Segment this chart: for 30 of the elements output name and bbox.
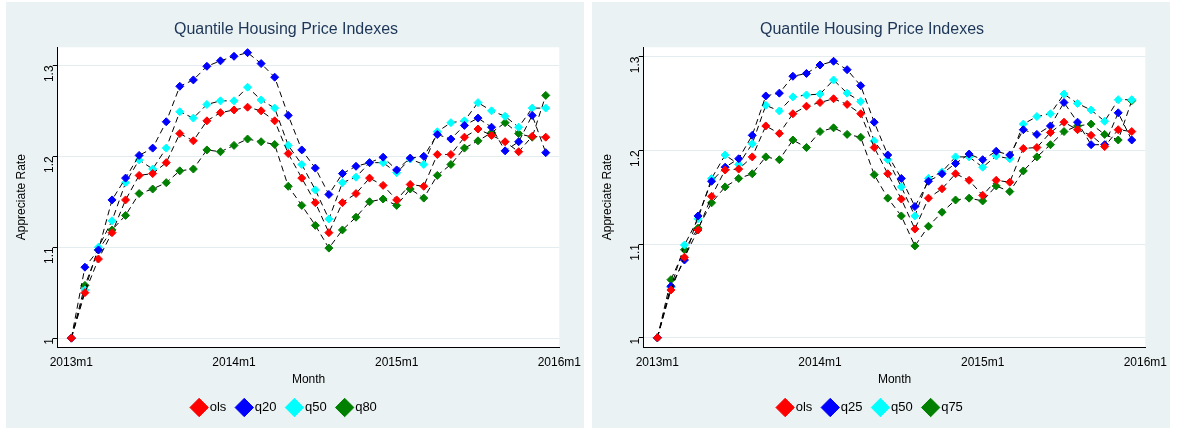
x-tick-label: 2015m1: [960, 354, 1005, 369]
chart-title: Quantile Housing Price Indexes: [759, 20, 985, 38]
x-tick-label: 2013m1: [635, 354, 680, 369]
legend-label: q80: [355, 399, 377, 415]
legend-label: q20: [254, 399, 277, 415]
chart-title: Quantile Housing Price Indexes: [173, 20, 399, 38]
x-tick-label: 2016m1: [537, 354, 582, 369]
y-tick-label: 1.3: [42, 65, 57, 83]
x-tick-label: 2016m1: [1123, 354, 1168, 369]
x-tick-label: 2015m1: [374, 354, 419, 369]
y-tick-label: 1.2: [42, 155, 57, 173]
x-tick-label: 2014m1: [798, 354, 843, 369]
legend-label: q25: [840, 399, 863, 415]
legend-label: ols: [795, 399, 813, 415]
legend-label: q50: [890, 399, 913, 415]
y-tick-label: 1.1: [42, 246, 57, 264]
y-tick-label: 1: [628, 337, 643, 345]
x-tick-label: 2014m1: [212, 354, 257, 369]
y-axis-title: Appreciate Rate: [13, 153, 28, 241]
legend-label: q75: [941, 399, 963, 415]
x-axis-title: Month: [291, 372, 326, 387]
y-tick-label: 1.1: [628, 243, 643, 261]
legend-label: ols: [209, 399, 227, 415]
y-tick-label: 1.2: [628, 150, 643, 168]
x-axis-title: Month: [877, 372, 912, 387]
y-tick-label: 1.3: [628, 56, 643, 74]
legend-label: q50: [304, 399, 327, 415]
x-tick-label: 2013m1: [49, 354, 94, 369]
y-axis-title: Appreciate Rate: [599, 153, 614, 241]
y-tick-label: 1: [42, 337, 57, 345]
